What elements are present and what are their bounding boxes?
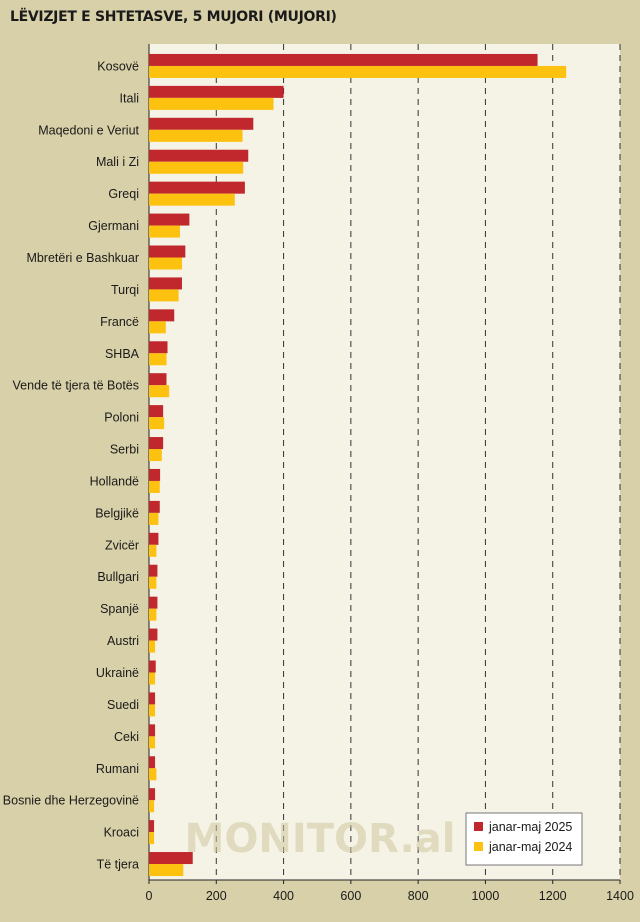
category-label: Mbretëri e Bashkuar: [26, 251, 139, 265]
x-tick-label: 800: [408, 889, 429, 903]
bar-2025: [149, 85, 284, 98]
bar-2025: [149, 692, 156, 705]
bar-2024: [149, 768, 157, 781]
bar-2025: [149, 724, 156, 737]
category-label: Mali i Zi: [96, 155, 139, 169]
bar-2024: [149, 512, 159, 525]
x-tick-label: 200: [206, 889, 227, 903]
x-tick-label: 1400: [606, 889, 634, 903]
bar-2024: [149, 832, 155, 845]
legend-label: janar-maj 2024: [488, 840, 572, 854]
bar-2024: [149, 608, 157, 621]
bar-2024: [149, 576, 157, 589]
legend: janar-maj 2025 janar-maj 2024: [465, 812, 583, 866]
category-label: Gjermani: [88, 219, 139, 233]
category-label: Serbi: [110, 443, 139, 457]
legend-label: janar-maj 2025: [488, 820, 572, 834]
bar-2025: [149, 852, 193, 865]
bar-2025: [149, 437, 164, 450]
bar-2024: [149, 97, 274, 110]
category-label: Kroaci: [104, 826, 139, 840]
bar-2025: [149, 213, 190, 226]
bar-2025: [149, 373, 167, 386]
bar-2024: [149, 321, 166, 334]
bar-2025: [149, 500, 160, 513]
category-label: Zvicër: [105, 538, 139, 552]
bar-2025: [149, 277, 182, 290]
category-label: Rumani: [96, 762, 139, 776]
bar-2025: [149, 756, 156, 769]
category-label: Austri: [107, 634, 139, 648]
bars-group: [149, 53, 567, 877]
category-label: Suedi: [107, 698, 139, 712]
bar-2024: [149, 129, 243, 142]
category-label: Greqi: [108, 187, 139, 201]
bar-2025: [149, 53, 538, 66]
bar-2024: [149, 193, 235, 206]
chart-title: LËVIZJET E SHTETASVE, 5 MUJORI (MUJORI): [10, 9, 337, 25]
x-tick-label: 1000: [472, 889, 500, 903]
bar-2024: [149, 225, 180, 238]
bar-2024: [149, 864, 184, 877]
category-labels: Kosovë Itali Maqedoni e Veriut Mali i Zi Gre…: [3, 59, 140, 871]
bar-2024: [149, 289, 179, 302]
category-label: Spanjë: [100, 602, 139, 616]
x-tick-label: 400: [273, 889, 294, 903]
bar-2024: [149, 65, 567, 78]
bar-2024: [149, 800, 155, 813]
legend-box: [465, 812, 583, 866]
bar-2025: [149, 341, 168, 354]
bar-2024: [149, 257, 182, 270]
category-label: Bosnie dhe Herzegovinë: [3, 794, 139, 808]
bar-2024: [149, 704, 156, 717]
watermark-text: MONITOR.al: [185, 816, 456, 862]
bar-2025: [149, 468, 161, 481]
bar-2024: [149, 640, 156, 653]
bar-2025: [149, 660, 156, 673]
x-tick-label: 1200: [539, 889, 567, 903]
category-label: Itali: [120, 91, 139, 105]
category-label: Ceki: [114, 730, 139, 744]
bar-2025: [149, 149, 249, 162]
bar-2025: [149, 405, 164, 418]
bar-2024: [149, 161, 244, 174]
bar-2024: [149, 736, 156, 749]
category-label: Kosovë: [97, 59, 139, 73]
bar-2025: [149, 532, 159, 545]
x-tick-label: 600: [340, 889, 361, 903]
bar-2024: [149, 672, 156, 685]
bar-2024: [149, 449, 162, 462]
category-label: Bullgari: [97, 570, 139, 584]
category-label: SHBA: [105, 347, 140, 361]
bar-2024: [149, 353, 167, 366]
category-label: Poloni: [104, 411, 139, 425]
bar-2024: [149, 480, 160, 493]
bar-2025: [149, 628, 158, 641]
x-tick-label: 0: [146, 889, 153, 903]
bar-2025: [149, 117, 254, 130]
bar-2024: [149, 544, 157, 557]
bar-2025: [149, 788, 156, 801]
category-label: Turqi: [111, 283, 139, 297]
bar-2025: [149, 245, 186, 258]
category-label: Ukrainë: [96, 666, 139, 680]
category-label: Francë: [100, 315, 139, 329]
category-label: Vende të tjera të Botës: [13, 379, 139, 393]
bar-2025: [149, 564, 158, 577]
category-label: Hollandë: [90, 474, 139, 488]
bar-2024: [149, 385, 170, 398]
legend-swatch: [474, 842, 483, 851]
bar-2025: [149, 596, 158, 609]
category-label: Belgjikë: [95, 506, 139, 520]
category-label: Maqedoni e Veriut: [38, 123, 139, 137]
bar-2025: [149, 309, 175, 322]
bar-2024: [149, 417, 165, 430]
legend-swatch: [474, 822, 483, 831]
bar-2025: [149, 181, 245, 194]
x-axis-ticks: 0 200 400 600 800 1000 1200 1400: [146, 880, 634, 903]
category-label: Të tjera: [97, 858, 139, 872]
bar-2025: [149, 820, 155, 833]
